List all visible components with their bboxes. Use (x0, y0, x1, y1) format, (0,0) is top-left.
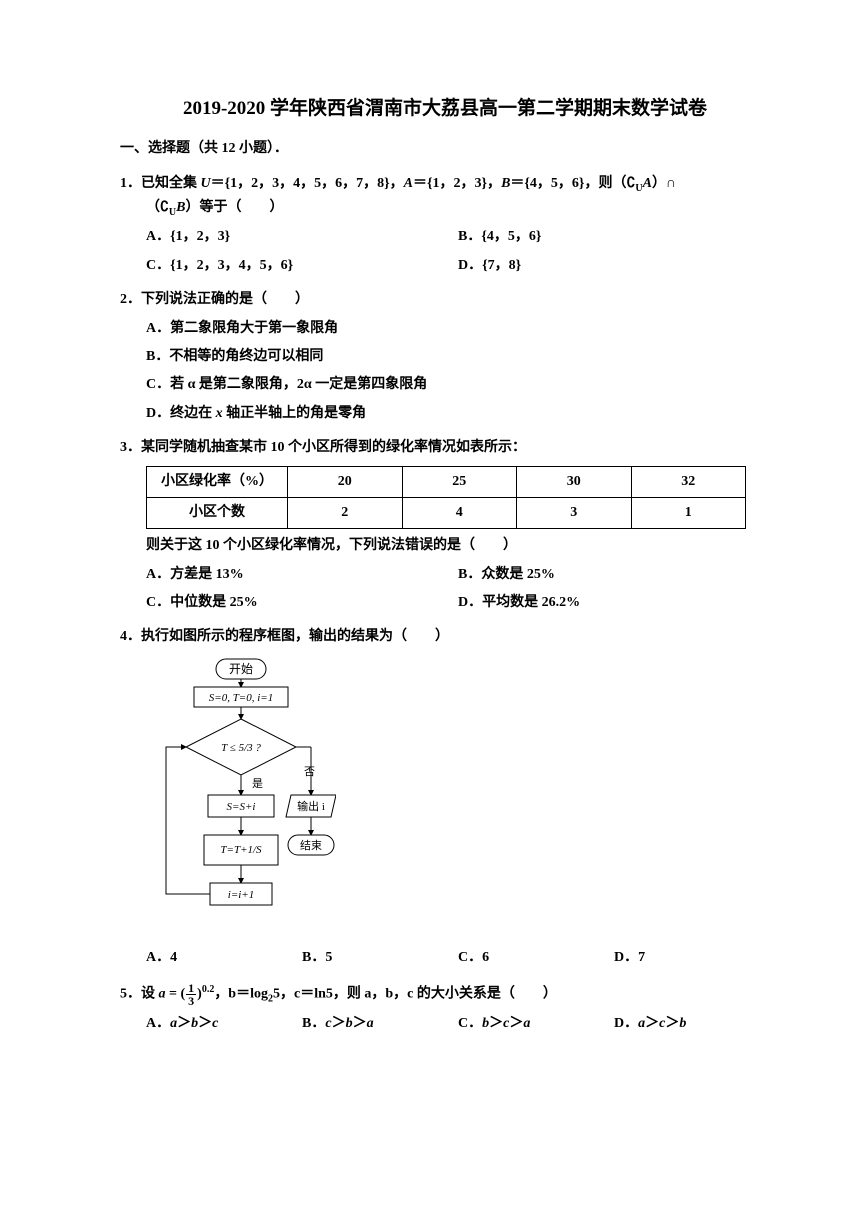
table-row: 小区绿化率（%） 20 25 30 32 (147, 466, 746, 497)
td-cell: 1 (631, 497, 746, 528)
q5-option-c: C．b＞c＞a (458, 1013, 614, 1035)
q1-option-d: D．{7，8} (458, 255, 770, 277)
svg-text:S=S+i: S=S+i (227, 801, 256, 813)
svg-text:否: 否 (304, 766, 315, 778)
svg-text:开始: 开始 (229, 662, 253, 676)
q5-option-b: B．c＞b＞a (302, 1013, 458, 1035)
q5-option-d: D．a＞c＞b (614, 1013, 770, 1035)
q1-options-row1: A．{1，2，3} B．{4，5，6} (120, 226, 770, 248)
svg-text:是: 是 (252, 777, 263, 790)
q2-option-d: D．终边在 x 轴正半轴上的角是零角 (120, 403, 770, 425)
question-1: 1．已知全集 U＝{1，2，3，4，5，6，7，8}，A＝{1，2，3}，B＝{… (120, 173, 770, 277)
q4-option-d: D．7 (614, 947, 770, 969)
question-2: 2．下列说法正确的是（ ） A．第二象限角大于第一象限角 B．不相等的角终边可以… (120, 289, 770, 425)
svg-text:结束: 结束 (300, 839, 322, 852)
question-5: 5．设 a = (13)0.2，b＝log25，c＝ln5，则 a，b，c 的大… (120, 982, 770, 1036)
td-cell: 2 (288, 497, 403, 528)
svg-text:i=i+1: i=i+1 (228, 889, 254, 901)
td-cell: 4 (402, 497, 517, 528)
q3-options-row1: A．方差是 13% B．众数是 25% (120, 564, 770, 586)
svg-text:输出 i: 输出 i (297, 799, 325, 813)
q4-option-a: A．4 (146, 947, 302, 969)
question-3: 3．某同学随机抽查某市 10 个小区所得到的绿化率情况如表所示： 小区绿化率（%… (120, 437, 770, 614)
th-col: 20 (288, 466, 403, 497)
q3-table: 小区绿化率（%） 20 25 30 32 小区个数 2 4 3 1 (146, 466, 746, 530)
q4-stem: 4．执行如图所示的程序框图，输出的结果为（ ） (120, 626, 770, 648)
q1-stem: 1．已知全集 U＝{1，2，3，4，5，6，7，8}，A＝{1，2，3}，B＝{… (120, 173, 770, 197)
q2-option-c: C．若 α 是第二象限角，2α 一定是第四象限角 (120, 374, 770, 396)
q1-option-c: C．{1，2，3，4，5，6} (146, 255, 458, 277)
table-row: 小区个数 2 4 3 1 (147, 497, 746, 528)
q5-option-a: A．a＞b＞c (146, 1013, 302, 1035)
question-4: 4．执行如图所示的程序框图，输出的结果为（ ） 开始 S=0, T=0, i=1 (120, 626, 770, 969)
flowchart-svg: 开始 S=0, T=0, i=1 T ≤ 5/3 ? 是 S=S+i T=T+1… (146, 657, 336, 929)
q3-follow: 则关于这 10 个小区绿化率情况，下列说法错误的是（ ） (120, 535, 770, 557)
q3-options-row2: C．中位数是 25% D．平均数是 26.2% (120, 592, 770, 614)
q1-option-b: B．{4，5，6} (458, 226, 770, 248)
q1-options-row2: C．{1，2，3，4，5，6} D．{7，8} (120, 255, 770, 277)
flowchart-diagram: 开始 S=0, T=0, i=1 T ≤ 5/3 ? 是 S=S+i T=T+1… (146, 657, 770, 937)
svg-text:S=0, T=0, i=1: S=0, T=0, i=1 (209, 692, 273, 704)
q3-option-b: B．众数是 25% (458, 564, 770, 586)
td-label: 小区个数 (147, 497, 288, 528)
svg-text:T ≤ 5/3 ?: T ≤ 5/3 ? (221, 742, 261, 754)
q4-options: A．4 B．5 C．6 D．7 (120, 947, 770, 969)
q1-option-a: A．{1，2，3} (146, 226, 458, 248)
q3-stem: 3．某同学随机抽查某市 10 个小区所得到的绿化率情况如表所示： (120, 437, 770, 459)
q5-stem: 5．设 a = (13)0.2，b＝log25，c＝ln5，则 a，b，c 的大… (120, 982, 770, 1008)
q4-option-c: C．6 (458, 947, 614, 969)
svg-text:T=T+1/S: T=T+1/S (220, 844, 262, 856)
th-col: 32 (631, 466, 746, 497)
td-cell: 3 (517, 497, 632, 528)
q4-option-b: B．5 (302, 947, 458, 969)
q1-stem-line2: （∁UB）等于（ ） (120, 197, 770, 221)
th-label: 小区绿化率（%） (147, 466, 288, 497)
q5-options: A．a＞b＞c B．c＞b＞a C．b＞c＞a D．a＞c＞b (120, 1013, 770, 1035)
q3-option-c: C．中位数是 25% (146, 592, 458, 614)
q2-option-a: A．第二象限角大于第一象限角 (120, 318, 770, 340)
q2-stem: 2．下列说法正确的是（ ） (120, 289, 770, 311)
q3-option-d: D．平均数是 26.2% (458, 592, 770, 614)
q3-option-a: A．方差是 13% (146, 564, 458, 586)
section-header: 一、选择题（共 12 小题）． (120, 138, 770, 160)
exam-page: 2019-2020 学年陕西省渭南市大荔县高一第二学期期末数学试卷 一、选择题（… (0, 0, 860, 1216)
th-col: 25 (402, 466, 517, 497)
q2-option-b: B．不相等的角终边可以相同 (120, 346, 770, 368)
page-title: 2019-2020 学年陕西省渭南市大荔县高一第二学期期末数学试卷 (120, 94, 770, 124)
th-col: 30 (517, 466, 632, 497)
